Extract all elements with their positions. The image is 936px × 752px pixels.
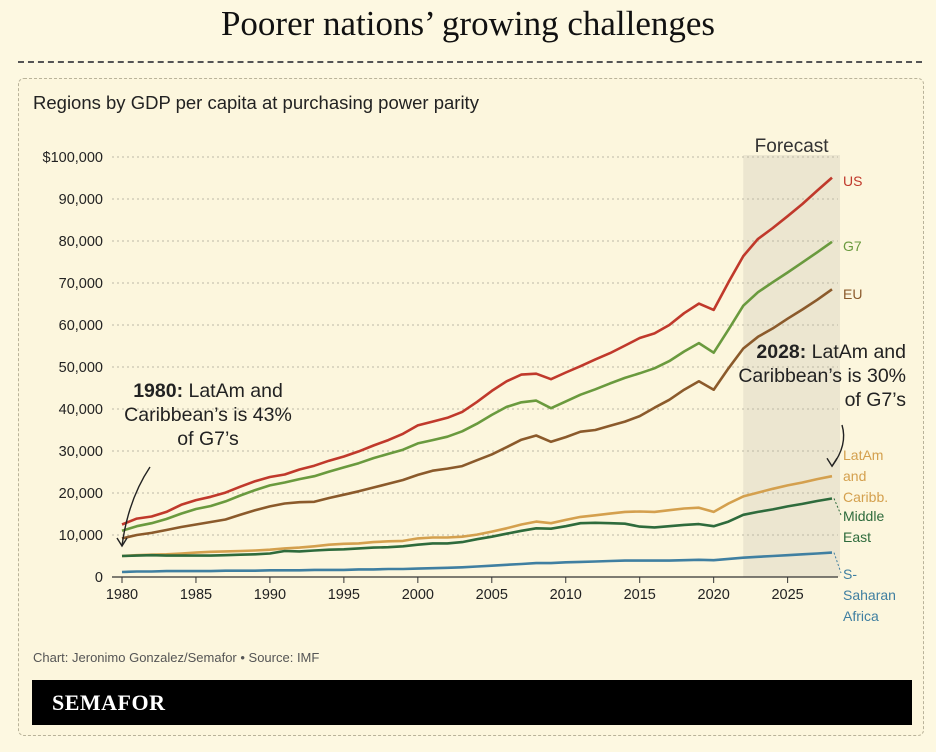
annotation-arrowhead [826, 457, 838, 468]
x-tick-label: 2025 [771, 587, 803, 603]
series-layer [121, 176, 833, 574]
series-label: US [843, 173, 862, 189]
series-label: G7 [843, 238, 862, 254]
brand-logo-text: SEMAFOR [52, 690, 166, 715]
x-tick-label: 1990 [254, 587, 286, 603]
y-tick-label: 60,000 [59, 318, 103, 334]
y-tick-label: 90,000 [59, 192, 103, 208]
series-label-line: EU [843, 286, 862, 302]
x-tick-label: 1980 [106, 587, 138, 603]
x-tick-label: 1985 [180, 587, 212, 603]
annotation-text: 1980: LatAm and Caribbean’s is 43% of G7’s [124, 380, 292, 450]
series-label: Middle East [843, 508, 884, 545]
x-tick-label: 2010 [550, 587, 582, 603]
series-label-leader [833, 498, 842, 516]
series-label-line: Caribb. [843, 489, 888, 505]
y-tick-label: $100,000 [43, 150, 103, 166]
series-label: EU [843, 286, 862, 302]
annotation-layer: 1980: LatAm and Caribbean’s is 43% of G7’s… [116, 341, 906, 548]
annotation-line: Caribbean’s is 30% [738, 365, 906, 387]
annotation-line: of G7’s [177, 428, 239, 450]
annotation-bold: 2028: [756, 341, 806, 363]
x-tick-label: 2005 [476, 587, 508, 603]
x-tick-label: 2020 [698, 587, 730, 603]
series-label-line: East [843, 529, 871, 545]
annotation-line: Caribbean’s is 43% [124, 404, 292, 426]
annotation-line-rest: LatAm and [183, 380, 283, 402]
y-tick-label: 0 [95, 570, 103, 586]
annotation-line: 2028: LatAm and [756, 341, 906, 363]
forecast-label: Forecast [755, 136, 830, 157]
series-line [121, 551, 833, 574]
y-tick-label: 30,000 [59, 444, 103, 460]
header-divider [18, 61, 922, 63]
headline: Poorer nations’ growing challenges [220, 4, 716, 43]
annotation-arrowhead [116, 537, 128, 548]
annotation-line: 1980: LatAm and [133, 380, 283, 402]
chart-credit: Chart: Jeronimo Gonzalez/Semafor • Sourc… [33, 650, 320, 665]
series-label-line: US [843, 173, 862, 189]
series-label-line: S- [843, 566, 857, 582]
y-tick-label: 20,000 [59, 486, 103, 502]
x-tick-label: 1995 [328, 587, 360, 603]
annotation-line-rest: LatAm and [806, 341, 906, 363]
series-line [121, 288, 833, 540]
series-line [121, 176, 833, 526]
annotation-arrow [121, 466, 151, 547]
y-tick-label: 50,000 [59, 360, 103, 376]
annotation-line: of G7’s [845, 389, 907, 411]
series-label-line: and [843, 468, 866, 484]
annotation-text: 2028: LatAm and Caribbean’s is 30% of G7’s [738, 341, 906, 411]
series-label-line: Saharan [843, 587, 896, 603]
series-line [121, 240, 833, 533]
axis-layer: 0 10,000 20,000 30,000 40,000 50,000 60,000 70,… [43, 150, 838, 603]
brand-bar: SEMAFOR [32, 680, 912, 725]
y-tick-label: 10,000 [59, 528, 103, 544]
annotation-bold: 1980: [133, 380, 183, 402]
series-label: S- Saharan Africa [843, 566, 896, 624]
chart-subtitle: Regions by GDP per capita at purchasing … [33, 92, 479, 113]
series-label-line: G7 [843, 238, 862, 254]
series-label-line: Africa [843, 608, 879, 624]
series-label-leader [833, 552, 842, 574]
grid-layer [112, 156, 838, 536]
series-line [121, 497, 833, 558]
y-tick-label: 80,000 [59, 234, 103, 250]
series-line [121, 474, 833, 558]
series-label-line: LatAm [843, 447, 883, 463]
y-tick-label: 40,000 [59, 402, 103, 418]
x-tick-label: 2000 [402, 587, 434, 603]
y-tick-label: 70,000 [59, 276, 103, 292]
label-layer: US G7 EU LatAm and Caribb. Middle East S- Saharan… [833, 173, 896, 624]
series-label-line: Middle [843, 508, 884, 524]
x-tick-label: 2015 [624, 587, 656, 603]
series-label: LatAm and Caribb. [843, 447, 888, 505]
